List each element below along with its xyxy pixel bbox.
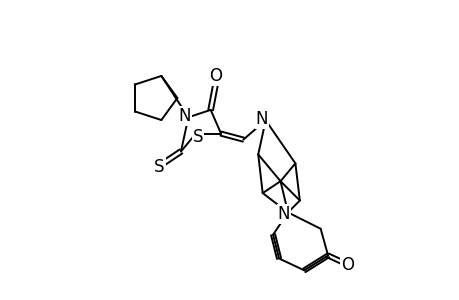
Text: O: O [341, 256, 354, 274]
Text: S: S [192, 128, 203, 146]
Text: N: N [255, 110, 268, 128]
Text: S: S [154, 158, 164, 176]
Text: N: N [277, 205, 290, 223]
Text: O: O [209, 67, 222, 85]
Text: N: N [178, 107, 190, 125]
